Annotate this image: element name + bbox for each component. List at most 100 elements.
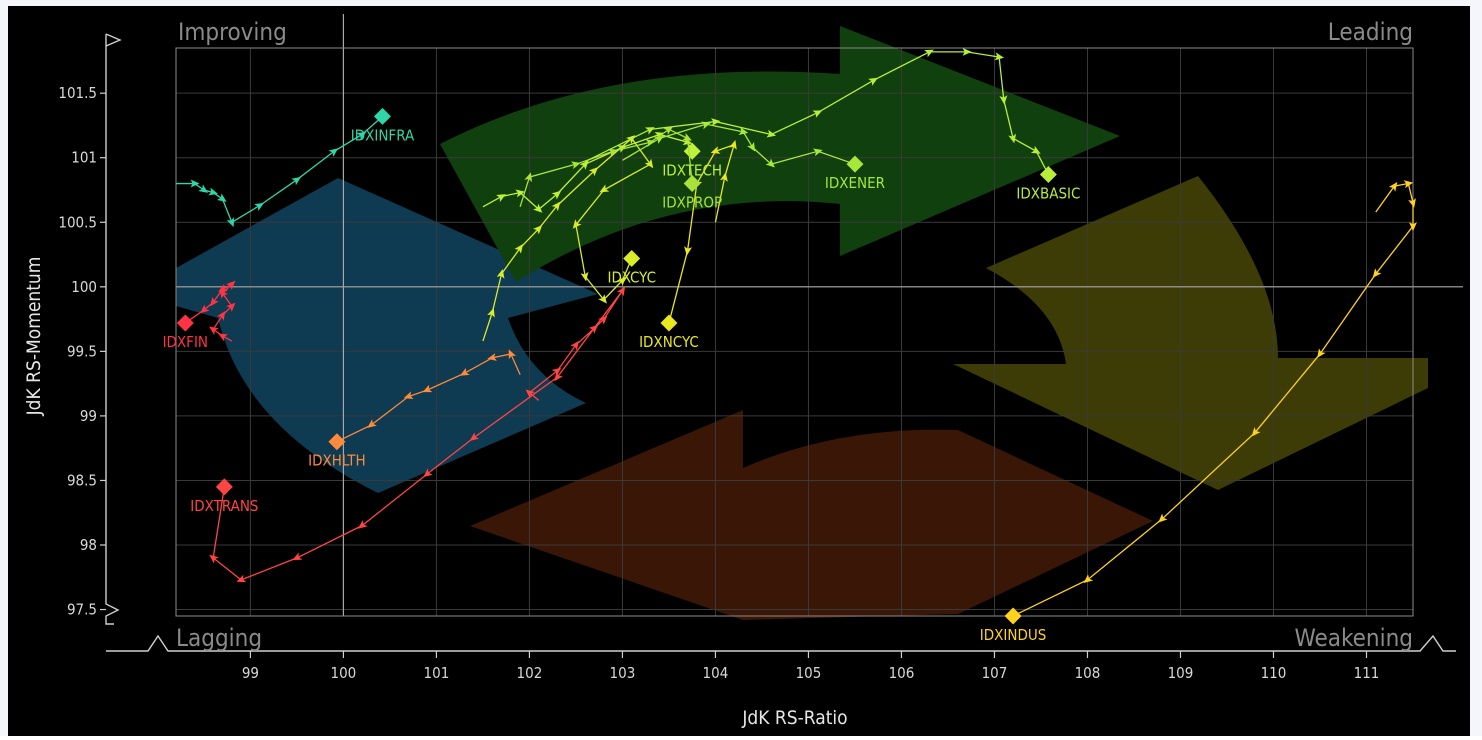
series-label: IDXENER (825, 174, 885, 192)
gridlines (176, 14, 1463, 616)
y-tick-label: 97.5 (67, 601, 97, 619)
trail-point (226, 217, 235, 227)
series-label: IDXCYC (607, 268, 656, 286)
y-tick-label: 98 (80, 536, 97, 554)
series-label: IDXFIN (163, 333, 208, 351)
trail-point (654, 135, 664, 144)
trail-point (598, 294, 607, 304)
trail-point (469, 432, 480, 441)
y-tick-label: 101.5 (58, 84, 97, 102)
trail-point (254, 202, 264, 211)
y-tick-label: 99 (80, 407, 97, 425)
series-head-marker[interactable] (215, 478, 233, 496)
plot-frame (100, 33, 1456, 658)
trail-point (644, 158, 654, 169)
trail-point (487, 307, 495, 318)
x-axis-title: JdK RS-Ratio (741, 707, 847, 729)
series-head-marker[interactable] (1004, 607, 1022, 625)
trail-point (219, 289, 229, 299)
series-idxindus: IDXINDUS (980, 180, 1417, 644)
trail-point (533, 225, 543, 235)
trail-point (579, 160, 589, 170)
series-head-marker[interactable] (623, 249, 641, 267)
quadrant-arrows (176, 26, 1428, 620)
trail-point (525, 389, 536, 399)
trail-point (608, 148, 618, 157)
x-axis-line (106, 634, 1456, 652)
x-tick-label: 102 (517, 664, 543, 682)
x-tick-label: 99 (242, 664, 259, 682)
series-label: IDXBASIC (1016, 185, 1080, 203)
x-tick-label: 109 (1168, 664, 1194, 682)
y-axis-title: JdK RS-Momentum (23, 257, 45, 417)
trail-point (1408, 198, 1416, 208)
trail-point (218, 333, 228, 342)
trail-point (1317, 348, 1326, 359)
series-idxhlth: IDXHLTH (308, 349, 521, 470)
x-tick-label: 106 (889, 664, 915, 682)
trail-point (599, 184, 610, 193)
series-head-marker[interactable] (176, 314, 194, 332)
arrow-leading (440, 26, 1120, 282)
trail-point (328, 148, 339, 157)
x-tick-label: 104 (703, 664, 729, 682)
x-tick-label: 110 (1261, 664, 1287, 682)
trail-point (719, 172, 728, 182)
series-label: IDXTRANS (190, 497, 258, 515)
arrow-weakening (953, 176, 1428, 490)
trail-point (868, 77, 878, 86)
trail-point (598, 315, 608, 325)
y-tick-label: 100.5 (58, 213, 97, 231)
x-tick-label: 100 (331, 664, 357, 682)
trail-point (218, 283, 228, 292)
tick-labels: 99 100 101 102 103 104 105 106 107 108 109 110 111 97… (58, 84, 1379, 682)
trail-point (766, 129, 777, 138)
trail-point (226, 302, 236, 312)
quadrant-label-improving: Improving (178, 18, 287, 46)
trail-point (644, 127, 655, 135)
trail-point (1008, 133, 1017, 144)
series-head-marker[interactable] (328, 433, 346, 451)
trail-point (1030, 145, 1041, 154)
trail-point (1409, 222, 1417, 232)
trail-point (572, 219, 582, 229)
series-head-marker[interactable] (373, 107, 391, 125)
trail-point (551, 190, 562, 200)
trail-point (684, 246, 693, 256)
x-tick-label: 107 (982, 664, 1008, 682)
series-head-marker[interactable] (660, 314, 678, 332)
x-tick-label: 103 (610, 664, 636, 682)
series-label: IDXINDUS (980, 626, 1047, 644)
trail-point (551, 201, 561, 212)
trail-point (226, 280, 236, 290)
trail-point (580, 271, 589, 282)
trail-point (496, 194, 506, 202)
series-layer: IDXINFRA IDXFIN IDXTRANS IDXHLTH IDXCYC IDXNC… (163, 47, 1417, 644)
trail-point (554, 371, 563, 382)
trail-point (209, 554, 219, 564)
trail-point (496, 269, 505, 279)
series-head-marker[interactable] (846, 155, 864, 173)
trail-point (1403, 180, 1414, 189)
x-tick-label: 108 (1075, 664, 1101, 682)
trail-point (616, 286, 626, 297)
trail-point (533, 203, 543, 213)
trail-point (765, 158, 775, 168)
trail-point (710, 146, 721, 154)
plot-border (175, 47, 1414, 617)
trail-point (200, 304, 210, 314)
y-tick-label: 101 (71, 149, 97, 167)
trail-point (515, 189, 525, 198)
trail-point (508, 349, 517, 360)
arrow-lagging (470, 410, 1153, 620)
arrow-improving (176, 178, 598, 493)
trail-point (291, 176, 302, 186)
trail-point (292, 552, 303, 561)
trail-point (812, 148, 823, 157)
series-label: IDXINFRA (351, 126, 415, 144)
trail-point (367, 419, 377, 428)
trail-point (994, 52, 1005, 61)
y-tick-label: 100 (71, 278, 97, 296)
trail-point (403, 391, 414, 399)
y-axis-line (105, 34, 120, 625)
